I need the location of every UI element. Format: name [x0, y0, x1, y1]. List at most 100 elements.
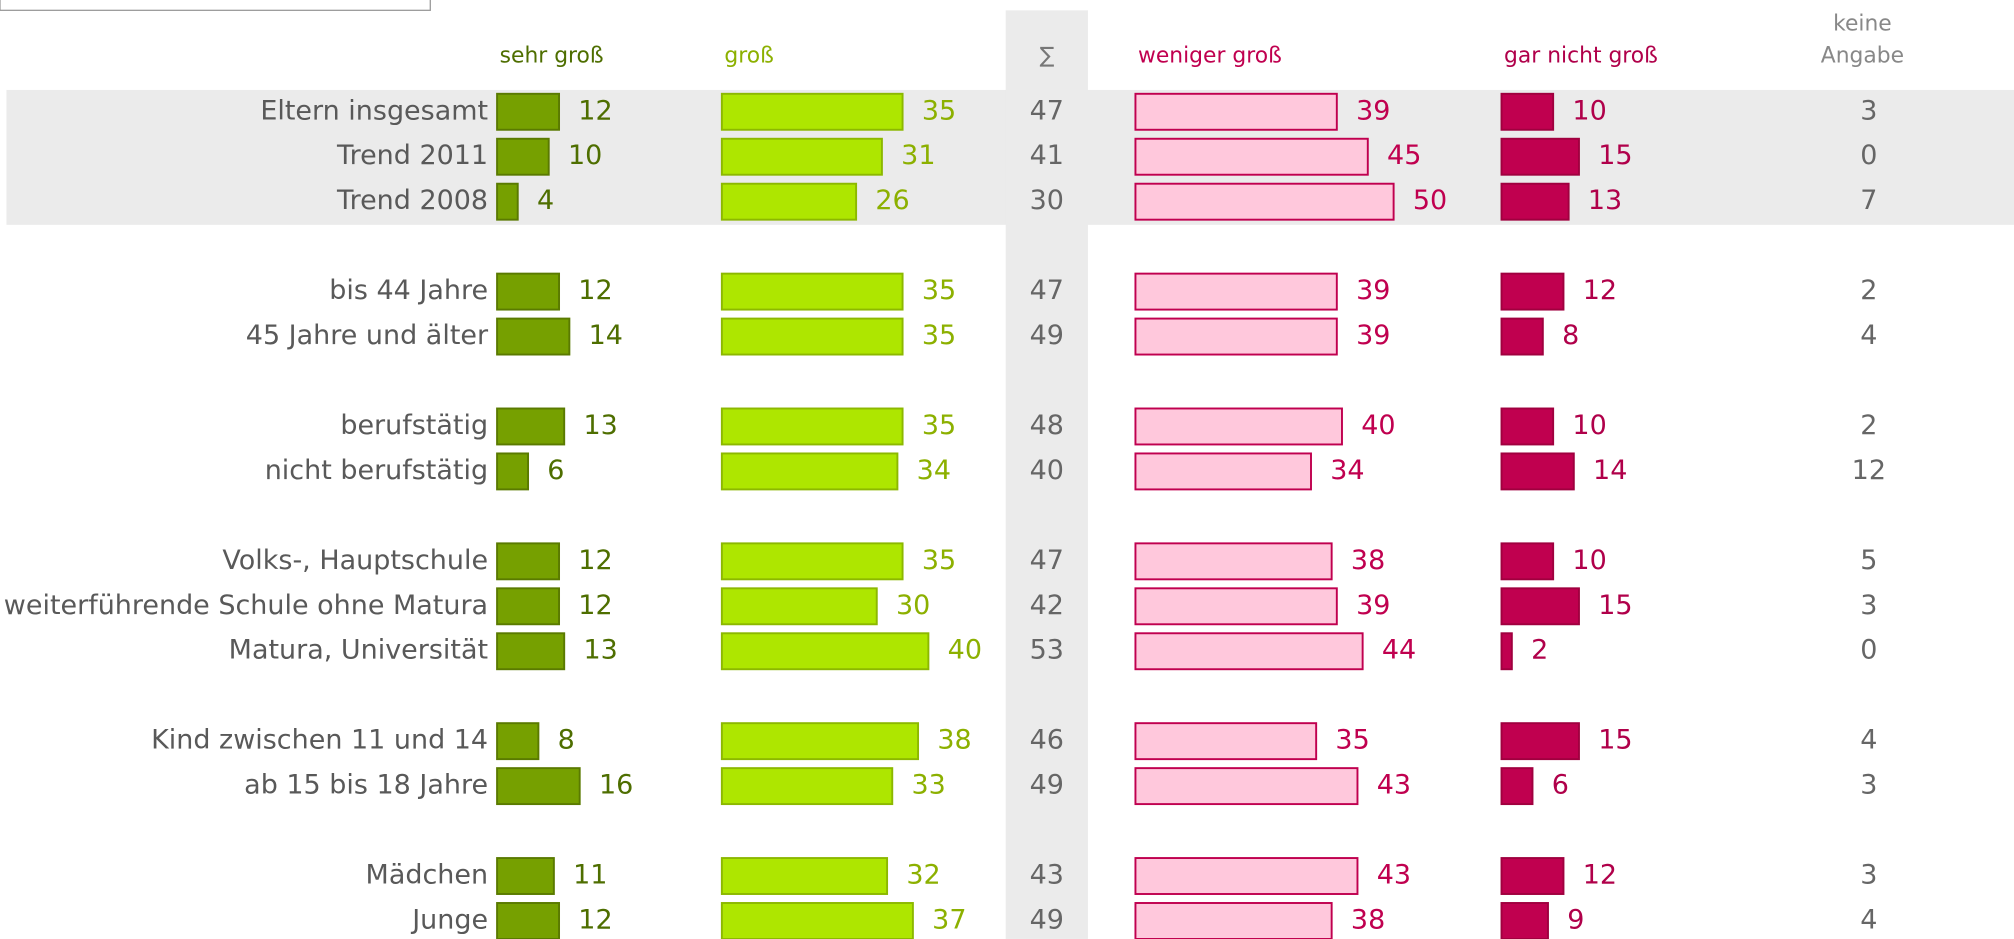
- bar: [1134, 542, 1333, 581]
- bar: [720, 902, 914, 939]
- value-label: 12: [1583, 275, 1617, 306]
- bar: [1134, 182, 1395, 221]
- column-header: sehr groß: [500, 44, 604, 69]
- value-label: 32: [906, 860, 940, 891]
- value-label: 43: [1377, 860, 1411, 891]
- no-answer-value: 3: [1860, 770, 1877, 801]
- bar: [496, 182, 519, 221]
- bar: [720, 722, 920, 761]
- value-label: 39: [1356, 590, 1390, 621]
- value-label: 35: [922, 410, 956, 441]
- bar: [496, 272, 561, 311]
- bar: [720, 92, 904, 131]
- value-label: 8: [558, 725, 575, 756]
- value-label: 12: [578, 590, 612, 621]
- value-label: 6: [547, 455, 564, 486]
- bar: [1134, 902, 1333, 939]
- row-label: nicht berufstätig: [265, 455, 488, 486]
- no-answer-value: 7: [1860, 185, 1877, 216]
- bar: [1500, 182, 1570, 221]
- bar: [1500, 452, 1575, 491]
- value-label: 2: [1531, 635, 1548, 666]
- no-answer-value: 2: [1860, 410, 1877, 441]
- value-label: 35: [922, 275, 956, 306]
- bar: [1500, 92, 1555, 131]
- no-answer-value: 3: [1860, 860, 1877, 891]
- bar: [720, 587, 878, 626]
- bar: [720, 272, 904, 311]
- value-label: 9: [1567, 904, 1584, 935]
- sum-value: 30: [1030, 185, 1064, 216]
- no-answer-value: 4: [1860, 904, 1877, 935]
- value-label: 6: [1552, 770, 1569, 801]
- row-label: Trend 2008: [336, 185, 488, 216]
- no-answer-value: 12: [1852, 455, 1886, 486]
- row-label: Matura, Universität: [229, 635, 488, 666]
- no-answer-value: 0: [1860, 140, 1877, 171]
- bar: [1500, 587, 1580, 626]
- sum-value: 48: [1030, 410, 1064, 441]
- bar: [496, 722, 540, 761]
- no-answer-value: 4: [1860, 725, 1877, 756]
- bar: [496, 407, 566, 446]
- bar: [720, 452, 899, 491]
- no-answer-value: 5: [1860, 545, 1877, 576]
- sum-value: 46: [1030, 725, 1064, 756]
- sum-value: 41: [1030, 140, 1064, 171]
- sum-value: 49: [1030, 770, 1064, 801]
- sum-value: 49: [1030, 904, 1064, 935]
- column-header: weniger groß: [1138, 44, 1282, 69]
- row-label: Mädchen: [366, 860, 489, 891]
- sum-value: 47: [1030, 545, 1064, 576]
- bar: [1134, 407, 1343, 446]
- value-label: 15: [1598, 590, 1632, 621]
- bar: [720, 542, 904, 581]
- bar: [1500, 272, 1565, 311]
- bar: [496, 902, 561, 939]
- sum-value: 53: [1030, 635, 1064, 666]
- bar: [1134, 722, 1318, 761]
- row-label: berufstätig: [340, 410, 488, 441]
- no-answer-value: 3: [1860, 590, 1877, 621]
- value-label: 50: [1413, 185, 1447, 216]
- bar: [1500, 767, 1534, 806]
- value-label: 31: [901, 140, 935, 171]
- value-label: 15: [1598, 725, 1632, 756]
- row-label: Kind zwischen 11 und 14: [151, 725, 488, 756]
- no-answer-value: 4: [1860, 320, 1877, 351]
- column-header: keine: [1833, 11, 1892, 36]
- bar: [720, 632, 930, 671]
- row-label: ab 15 bis 18 Jahre: [244, 770, 488, 801]
- bar: [1134, 272, 1338, 311]
- sum-value: 40: [1030, 455, 1064, 486]
- input-box: [0, 0, 431, 11]
- bar: [496, 542, 561, 581]
- value-label: 34: [1330, 455, 1364, 486]
- bar: [1500, 902, 1549, 939]
- value-label: 39: [1356, 95, 1390, 126]
- value-label: 44: [1382, 635, 1416, 666]
- bar: [496, 587, 561, 626]
- row-label: Junge: [410, 904, 488, 935]
- value-label: 12: [578, 275, 612, 306]
- sum-value: 43: [1030, 860, 1064, 891]
- bar: [496, 632, 566, 671]
- value-label: 15: [1598, 140, 1632, 171]
- column-header: ∑: [1039, 44, 1054, 69]
- bar: [1134, 587, 1338, 626]
- value-label: 38: [1351, 545, 1385, 576]
- value-label: 35: [922, 320, 956, 351]
- value-label: 11: [573, 860, 607, 891]
- value-label: 10: [568, 140, 602, 171]
- row-label: 45 Jahre und älter: [246, 320, 489, 351]
- row-label: Trend 2011: [336, 140, 488, 171]
- row-label: weiterführende Schule ohne Matura: [4, 590, 488, 621]
- value-label: 39: [1356, 275, 1390, 306]
- bar: [1500, 632, 1513, 671]
- bar: [1134, 452, 1312, 491]
- value-label: 12: [578, 545, 612, 576]
- no-answer-value: 2: [1860, 275, 1877, 306]
- bar: [1134, 92, 1338, 131]
- value-label: 34: [917, 455, 951, 486]
